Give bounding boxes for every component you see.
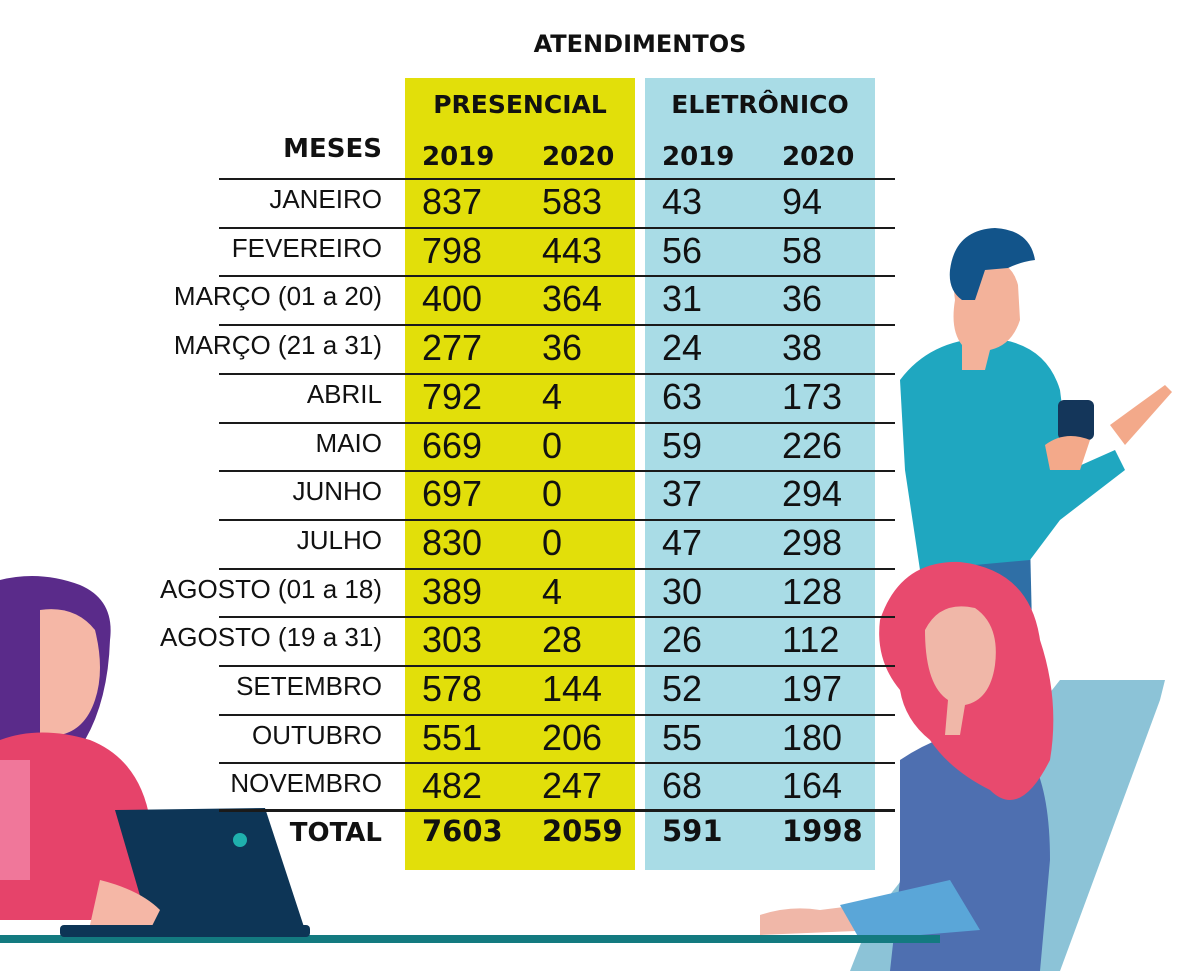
cell-eletronico-2020: 94 [782, 181, 823, 222]
cell-eletronico-2020: 128 [782, 570, 843, 612]
cell-eletronico-2020: 180 [782, 716, 843, 758]
cell-eletronico-2020: 298 [782, 521, 843, 563]
month-label: AGOSTO (19 a 31) [159, 622, 382, 653]
total-presencial-2019: 7603 [422, 814, 503, 848]
desk-line [0, 935, 940, 943]
cell-presencial-2020: 0 [542, 521, 563, 563]
cell-presencial-2020: 0 [542, 473, 563, 515]
cell-eletronico-2020: 58 [782, 229, 823, 271]
row-divider [219, 470, 895, 473]
cell-presencial-2019: 303 [422, 619, 483, 661]
cell-eletronico-2019: 31 [662, 278, 703, 320]
cell-eletronico-2019: 55 [662, 716, 703, 758]
cell-presencial-2020: 4 [542, 375, 563, 417]
total-presencial-2020: 2059 [542, 814, 623, 848]
total-eletronico-2019: 591 [662, 814, 723, 848]
cell-eletronico-2020: 173 [782, 375, 843, 417]
cell-eletronico-2019: 59 [662, 424, 703, 466]
month-label: JULHO [296, 524, 382, 555]
cell-eletronico-2019: 30 [662, 570, 703, 612]
cell-eletronico-2020: 38 [782, 327, 823, 369]
year-header-eletronico-2019: 2019 [662, 142, 735, 172]
row-divider [219, 616, 895, 619]
cell-presencial-2019: 697 [422, 473, 483, 515]
cell-eletronico-2020: 112 [782, 619, 840, 661]
eletronico-column-bg [645, 78, 875, 870]
cell-presencial-2019: 792 [422, 375, 483, 417]
cell-eletronico-2019: 47 [662, 521, 703, 563]
cell-presencial-2020: 144 [542, 668, 603, 709]
months-header: MESES [283, 134, 382, 164]
month-label: MAIO [315, 427, 382, 458]
cell-presencial-2020: 206 [542, 716, 603, 758]
cell-presencial-2019: 389 [422, 570, 483, 612]
year-header-eletronico-2020: 2020 [782, 142, 855, 172]
cell-presencial-2020: 443 [542, 229, 603, 271]
cell-eletronico-2019: 63 [662, 375, 703, 417]
row-divider [219, 713, 895, 716]
cell-presencial-2020: 36 [542, 327, 583, 369]
row-divider [219, 178, 895, 180]
row-divider [219, 567, 895, 570]
cell-eletronico-2020: 197 [782, 668, 843, 709]
month-label: MARÇO (01 a 20) [173, 281, 382, 312]
cell-presencial-2020: 583 [542, 181, 603, 222]
cell-presencial-2019: 551 [422, 716, 483, 758]
total-eletronico-2020: 1998 [782, 814, 863, 848]
red-hair-woman-illustration [760, 561, 1165, 971]
cell-presencial-2020: 247 [542, 765, 603, 807]
cell-presencial-2019: 400 [422, 278, 483, 320]
cell-eletronico-2019: 24 [662, 327, 703, 369]
cell-eletronico-2019: 43 [662, 181, 703, 222]
cell-presencial-2020: 364 [542, 278, 603, 320]
cell-eletronico-2020: 164 [782, 765, 843, 807]
row-divider [219, 762, 895, 765]
cell-presencial-2019: 837 [422, 181, 483, 222]
row-divider [219, 665, 895, 667]
cell-eletronico-2019: 37 [662, 473, 703, 515]
row-divider [219, 324, 895, 327]
cell-eletronico-2019: 68 [662, 765, 703, 807]
row-divider [219, 518, 895, 521]
cell-presencial-2020: 28 [542, 619, 583, 661]
month-label: FEVEREIRO [231, 232, 382, 263]
cell-presencial-2019: 798 [422, 229, 483, 271]
cell-presencial-2019: 830 [422, 521, 483, 563]
cell-eletronico-2020: 294 [782, 473, 843, 515]
month-label: AGOSTO (01 a 18) [159, 573, 382, 604]
presencial-column-bg [405, 78, 635, 870]
cell-eletronico-2019: 56 [662, 229, 703, 271]
month-label: MARÇO (21 a 31) [173, 330, 382, 361]
cell-presencial-2019: 669 [422, 424, 483, 466]
cell-eletronico-2019: 52 [662, 668, 703, 709]
row-divider [219, 275, 895, 278]
month-label: NOVEMBRO [230, 768, 382, 799]
cell-presencial-2020: 0 [542, 424, 563, 466]
month-label: SETEMBRO [236, 671, 382, 701]
cell-eletronico-2020: 226 [782, 424, 843, 466]
row-divider [219, 372, 895, 375]
cell-presencial-2019: 578 [422, 668, 483, 709]
total-label: TOTAL [289, 818, 382, 848]
month-label: JANEIRO [269, 184, 382, 214]
year-header-presencial-2019: 2019 [422, 142, 495, 172]
chart-title: ATENDIMENTOS [533, 30, 747, 58]
cell-presencial-2019: 277 [422, 327, 483, 369]
row-divider [219, 226, 895, 229]
cell-eletronico-2019: 26 [662, 619, 703, 661]
cell-presencial-2019: 482 [422, 765, 483, 807]
cell-presencial-2020: 4 [542, 570, 563, 612]
group-header-presencial: PRESENCIAL [433, 90, 607, 119]
laptop-woman-illustration [0, 576, 305, 930]
cell-eletronico-2020: 36 [782, 278, 823, 320]
month-label: OUTUBRO [252, 719, 382, 750]
total-divider [219, 809, 895, 813]
month-label: ABRIL [306, 378, 382, 409]
group-header-eletronico: ELETRÔNICO [671, 90, 849, 119]
year-header-presencial-2020: 2020 [542, 142, 615, 172]
row-divider [219, 421, 895, 424]
month-label: JUNHO [292, 476, 382, 507]
